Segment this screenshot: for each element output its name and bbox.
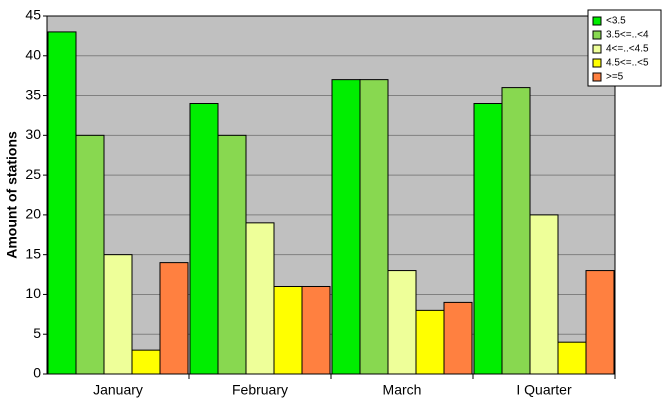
legend: <3.5 3.5<=..<4 4<=..<4.5 4.5<=..<5 >=5 <box>587 9 662 87</box>
x-tick-label: January <box>93 382 143 398</box>
legend-label: 4<=..<4.5 <box>606 44 649 55</box>
y-tick-label: 0 <box>33 365 41 381</box>
legend-swatch <box>592 58 602 68</box>
y-axis-label: Amount of stations <box>4 131 20 259</box>
bar <box>473 103 503 375</box>
bar <box>415 309 445 375</box>
bar <box>301 285 331 375</box>
bar <box>443 301 473 375</box>
y-tick-label: 45 <box>25 7 41 23</box>
bar <box>273 285 303 375</box>
bar <box>131 349 161 375</box>
x-tick-label: February <box>232 382 288 398</box>
bar <box>189 103 219 375</box>
legend-label: 3.5<=..<4 <box>606 30 649 41</box>
y-tick-label: 15 <box>25 245 41 261</box>
bar <box>387 270 417 375</box>
legend-swatch <box>592 30 602 40</box>
bar <box>47 31 77 375</box>
bar <box>75 134 105 375</box>
legend-label: >=5 <box>606 72 624 83</box>
legend-swatch <box>592 72 602 82</box>
bar <box>557 341 587 375</box>
legend-swatch <box>592 44 602 54</box>
bar <box>585 270 615 375</box>
y-tick-label: 5 <box>33 325 41 341</box>
plot-border <box>46 15 616 375</box>
x-tick-label: I Quarter <box>516 382 572 398</box>
bar <box>529 214 559 375</box>
y-tick-label: 10 <box>25 285 41 301</box>
bar <box>245 222 275 375</box>
bar <box>217 134 247 375</box>
y-tick-label: 25 <box>25 166 41 182</box>
legend-swatch <box>592 16 602 26</box>
y-tick-label: 35 <box>25 86 41 102</box>
bar <box>103 254 133 375</box>
bar <box>331 79 361 375</box>
y-tick-label: 40 <box>25 46 41 62</box>
y-tick-label: 20 <box>25 206 41 222</box>
bar <box>501 87 531 375</box>
y-tick-label: 30 <box>25 126 41 142</box>
legend-label: <3.5 <box>606 16 626 27</box>
x-tick-label: March <box>383 382 422 398</box>
bar <box>159 262 189 375</box>
bar <box>359 79 389 375</box>
legend-label: 4.5<=..<5 <box>606 58 649 69</box>
